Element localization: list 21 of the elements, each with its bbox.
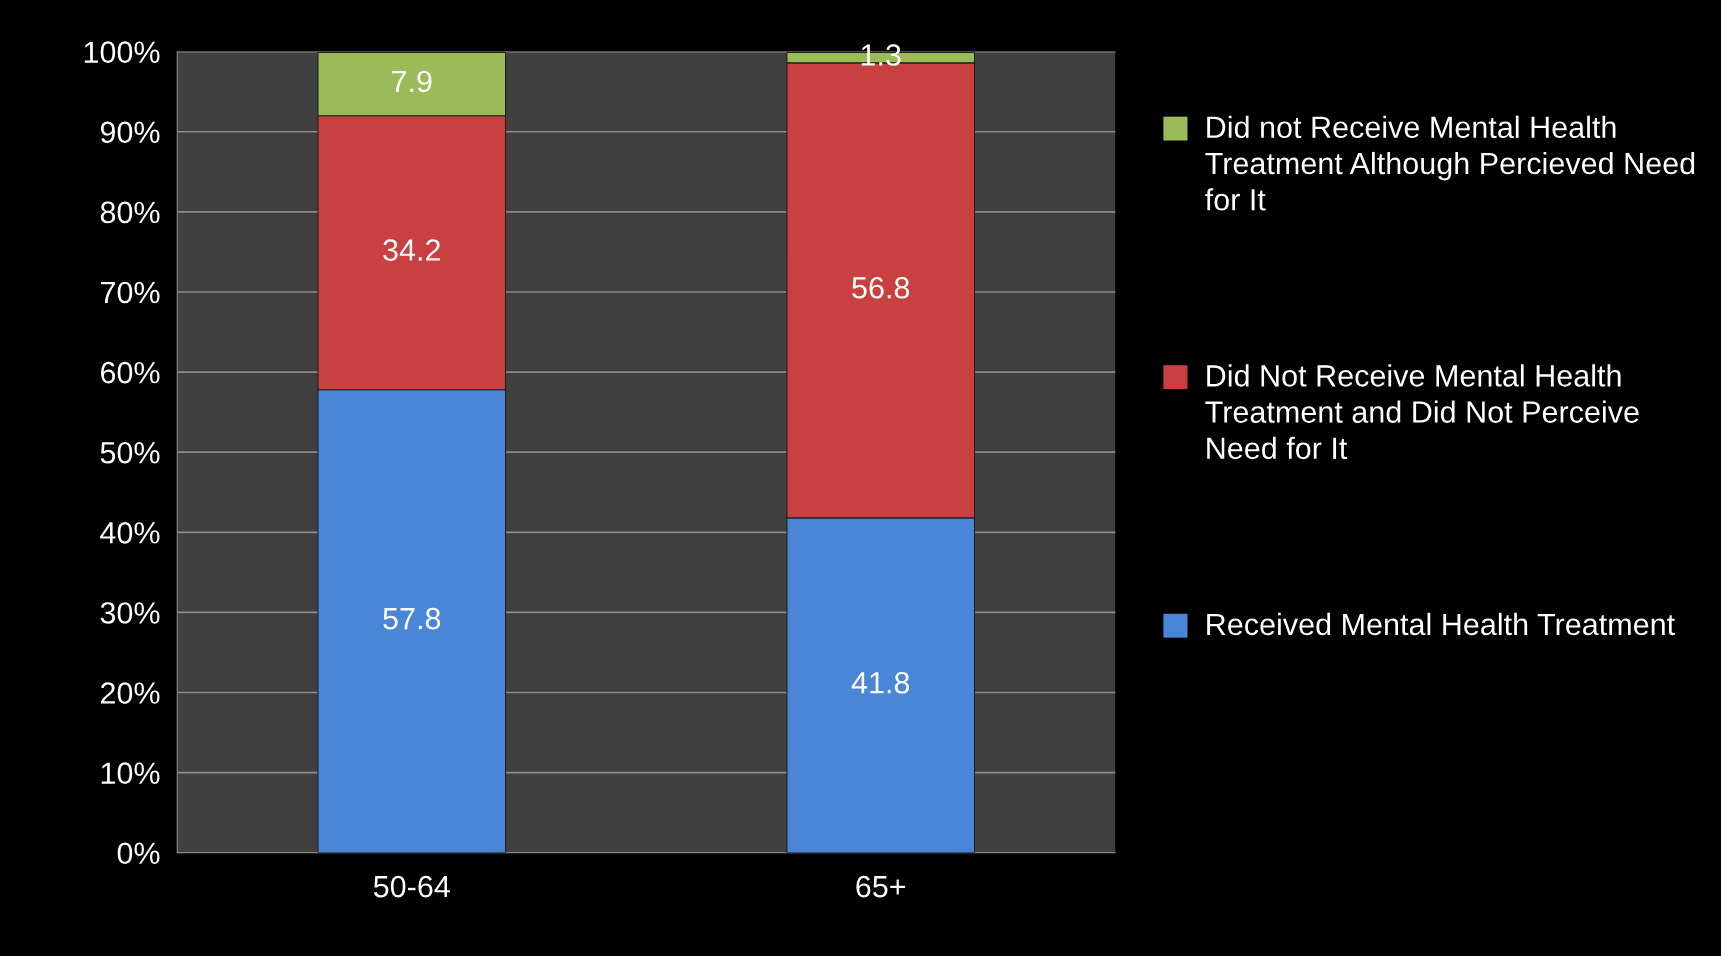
y-tick-label: 70% <box>101 281 160 304</box>
legend-label: Did Not Receive Mental Health Treatment and Did Not Perceive Need for It <box>1205 364 1639 460</box>
y-tick-label: 20% <box>100 682 160 704</box>
y-tick-label: 30% <box>100 602 160 624</box>
data-label: 56.8 <box>852 276 910 299</box>
data-label: 41.8 <box>851 671 910 694</box>
y-tick-label: 80% <box>100 201 160 224</box>
legend-label: Did not Receive Mental Health Treatment Although Percieved Need for It <box>1205 115 1695 211</box>
data-label: 7.9 <box>392 70 432 93</box>
y-tick-label: 40% <box>100 522 160 544</box>
y-tick-label: 60% <box>100 361 160 384</box>
y-tick-label: 50% <box>100 441 160 464</box>
x-tick-label: 50-64 <box>373 875 450 898</box>
y-tick-label: 10% <box>101 762 160 785</box>
y-tick-label: 90% <box>100 121 160 144</box>
y-tick-label: 100% <box>84 41 160 63</box>
legend-label: Received Mental Health Treatment <box>1207 612 1675 636</box>
data-label: 57.8 <box>383 607 441 630</box>
x-tick-label: 65+ <box>856 875 906 898</box>
y-tick-label: 0% <box>117 842 160 865</box>
data-label: 34.2 <box>383 239 440 261</box>
